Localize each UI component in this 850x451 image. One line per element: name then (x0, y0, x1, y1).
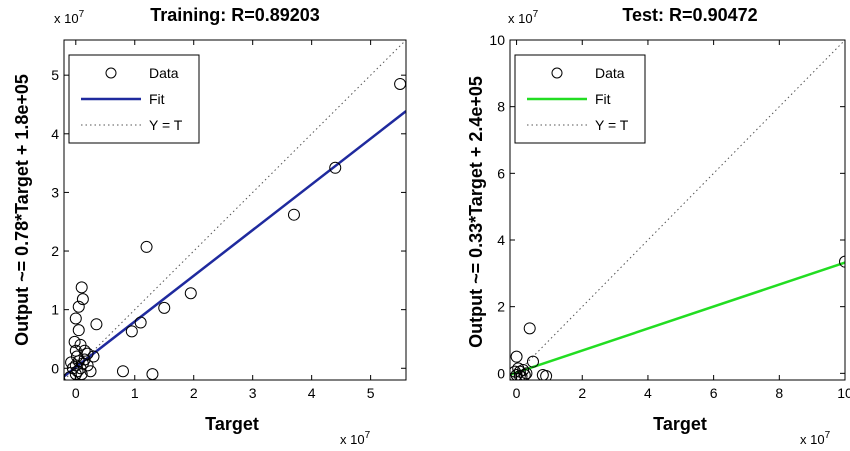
plot-area-training: 0 1 2 3 4 5 0 1 2 3 4 5 Data Fit Y = T (51, 40, 406, 401)
x-axis-label: Target (205, 414, 259, 434)
legend: Data Fit Y = T (69, 55, 199, 143)
x-tick-label: 0 (513, 385, 521, 401)
data-point (147, 369, 158, 380)
chart-title: Test: R=0.90472 (622, 5, 757, 25)
data-point (159, 302, 170, 313)
data-point (70, 313, 81, 324)
y-tick-label: 4 (51, 126, 59, 142)
data-point (91, 319, 102, 330)
x-tick-label: 10 (837, 385, 850, 401)
fit-line (64, 111, 406, 376)
legend-label: Data (149, 65, 179, 81)
data-point (288, 209, 299, 220)
y-multiplier: x 107 (508, 9, 539, 26)
legend-label: Fit (149, 91, 165, 107)
x-tick-label: 5 (367, 385, 375, 401)
data-point (73, 325, 84, 336)
data-point (185, 288, 196, 299)
chart-title: Training: R=0.89203 (150, 5, 320, 25)
y-axis-label: Output ~= 0.33*Target + 2.4e+05 (466, 76, 486, 348)
y-tick-label: 10 (489, 32, 505, 48)
fit-line (510, 263, 845, 375)
x-tick-label: 2 (578, 385, 586, 401)
data-point (141, 241, 152, 252)
y-tick-label: 0 (51, 360, 59, 376)
legend-label: Y = T (595, 117, 629, 133)
x-tick-label: 0 (72, 385, 80, 401)
legend-label: Data (595, 65, 625, 81)
x-tick-label: 4 (644, 385, 652, 401)
legend-label: Y = T (149, 117, 183, 133)
data-point (511, 351, 522, 362)
plot-area-test: 0 2 4 6 8 10 0 2 4 6 8 10 Data Fit Y = T (489, 32, 850, 401)
x-multiplier: x 107 (340, 430, 371, 446)
y-tick-label: 5 (51, 67, 59, 83)
x-tick-label: 3 (249, 385, 257, 401)
legend: Data Fit Y = T (515, 55, 645, 143)
data-point (135, 317, 146, 328)
y-tick-label: 0 (497, 365, 505, 381)
data-point (524, 323, 535, 334)
x-tick-label: 6 (710, 385, 718, 401)
data-point (76, 282, 87, 293)
y-axis-label: Output ~= 0.78*Target + 1.8e+05 (12, 74, 32, 346)
x-tick-label: 2 (190, 385, 198, 401)
y-multiplier: x 107 (54, 9, 85, 26)
data-point (117, 366, 128, 377)
x-tick-label: 4 (308, 385, 316, 401)
y-tick-label: 8 (497, 99, 505, 115)
y-tick-label: 2 (51, 243, 59, 259)
x-tick-label: 1 (131, 385, 139, 401)
x-multiplier: x 107 (800, 430, 831, 446)
x-tick-label: 8 (775, 385, 783, 401)
data-point (527, 356, 538, 367)
data-point (395, 78, 406, 89)
y-tick-label: 2 (497, 299, 505, 315)
x-axis-label: Target (653, 414, 707, 434)
legend-label: Fit (595, 91, 611, 107)
y-tick-label: 4 (497, 232, 505, 248)
y-tick-label: 6 (497, 165, 505, 181)
data-point (126, 326, 137, 337)
y-tick-label: 1 (51, 302, 59, 318)
y-tick-label: 3 (51, 184, 59, 200)
